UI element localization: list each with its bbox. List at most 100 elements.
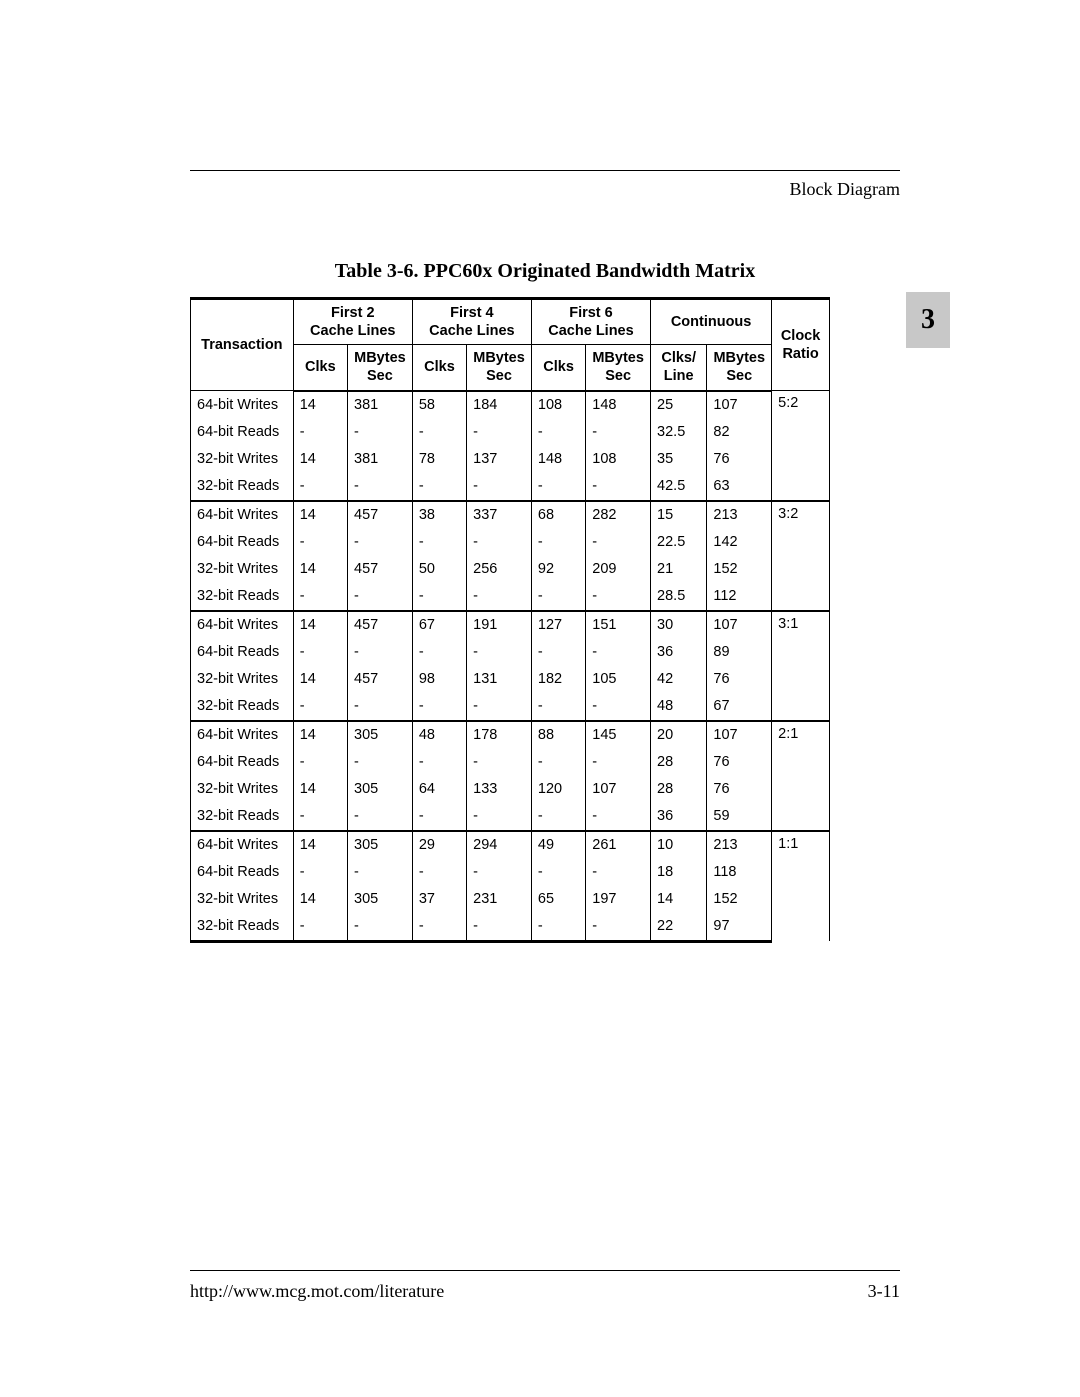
value-cell: 145 <box>586 721 651 749</box>
section-label: Block Diagram <box>190 179 900 200</box>
clock-ratio-cell: 3:2 <box>772 501 830 611</box>
value-cell: - <box>348 859 413 886</box>
transaction-cell: 32-bit Writes <box>191 776 294 803</box>
value-cell: 48 <box>651 693 707 721</box>
bandwidth-matrix-table: Transaction First 2Cache Lines First 4Ca… <box>190 297 830 943</box>
value-cell: 118 <box>707 859 772 886</box>
value-cell: - <box>586 583 651 611</box>
value-cell: - <box>586 693 651 721</box>
col-mbytes-2: MBytesSec <box>348 345 413 391</box>
col-mbytes-cont: MBytesSec <box>707 345 772 391</box>
value-cell: - <box>412 859 466 886</box>
value-cell: 67 <box>412 611 466 639</box>
transaction-cell: 64-bit Reads <box>191 639 294 666</box>
value-cell: 256 <box>467 556 532 583</box>
value-cell: - <box>467 859 532 886</box>
clock-ratio-cell: 5:2 <box>772 391 830 501</box>
value-cell: 107 <box>707 611 772 639</box>
value-cell: 127 <box>531 611 585 639</box>
value-cell: 76 <box>707 666 772 693</box>
value-cell: 133 <box>467 776 532 803</box>
value-cell: - <box>412 473 466 501</box>
value-cell: 98 <box>412 666 466 693</box>
value-cell: 261 <box>586 831 651 859</box>
value-cell: 97 <box>707 913 772 942</box>
value-cell: 108 <box>531 391 585 419</box>
transaction-cell: 64-bit Reads <box>191 859 294 886</box>
value-cell: - <box>531 859 585 886</box>
value-cell: - <box>412 803 466 831</box>
value-cell: - <box>531 529 585 556</box>
value-cell: - <box>348 583 413 611</box>
value-cell: 18 <box>651 859 707 886</box>
value-cell: 305 <box>348 831 413 859</box>
value-cell: 178 <box>467 721 532 749</box>
value-cell: 184 <box>467 391 532 419</box>
value-cell: 305 <box>348 886 413 913</box>
value-cell: - <box>586 803 651 831</box>
value-cell: 137 <box>467 446 532 473</box>
value-cell: 76 <box>707 749 772 776</box>
value-cell: 21 <box>651 556 707 583</box>
value-cell: - <box>467 693 532 721</box>
value-cell: 107 <box>707 391 772 419</box>
value-cell: 20 <box>651 721 707 749</box>
value-cell: 152 <box>707 886 772 913</box>
col-mbytes-4: MBytesSec <box>467 345 532 391</box>
col-clock-ratio: ClockRatio <box>772 299 830 391</box>
value-cell: 38 <box>412 501 466 529</box>
document-page: Block Diagram Table 3-6. PPC60x Originat… <box>0 0 1080 1397</box>
transaction-cell: 32-bit Writes <box>191 446 294 473</box>
value-cell: 14 <box>293 776 347 803</box>
value-cell: 231 <box>467 886 532 913</box>
transaction-cell: 64-bit Writes <box>191 501 294 529</box>
value-cell: - <box>467 473 532 501</box>
value-cell: 28.5 <box>651 583 707 611</box>
page-footer: http://www.mcg.mot.com/literature 3-11 <box>190 1270 900 1302</box>
value-cell: - <box>293 583 347 611</box>
value-cell: 213 <box>707 831 772 859</box>
value-cell: - <box>412 529 466 556</box>
value-cell: 22 <box>651 913 707 942</box>
value-cell: 209 <box>586 556 651 583</box>
value-cell: 294 <box>467 831 532 859</box>
value-cell: - <box>467 749 532 776</box>
value-cell: - <box>467 803 532 831</box>
col-transaction: Transaction <box>191 299 294 391</box>
value-cell: - <box>586 859 651 886</box>
header-rule <box>190 170 900 171</box>
value-cell: - <box>531 473 585 501</box>
value-cell: 197 <box>586 886 651 913</box>
value-cell: - <box>531 749 585 776</box>
value-cell: 49 <box>531 831 585 859</box>
value-cell: 305 <box>348 721 413 749</box>
value-cell: - <box>586 529 651 556</box>
value-cell: 191 <box>467 611 532 639</box>
col-first4: First 4Cache Lines <box>412 299 531 345</box>
value-cell: - <box>586 913 651 942</box>
value-cell: 107 <box>586 776 651 803</box>
value-cell: 65 <box>531 886 585 913</box>
value-cell: 457 <box>348 501 413 529</box>
value-cell: 305 <box>348 776 413 803</box>
value-cell: - <box>412 693 466 721</box>
value-cell: 28 <box>651 749 707 776</box>
value-cell: 108 <box>586 446 651 473</box>
value-cell: 67 <box>707 693 772 721</box>
value-cell: 14 <box>293 611 347 639</box>
value-cell: - <box>348 803 413 831</box>
col-clks-4: Clks <box>412 345 466 391</box>
value-cell: 457 <box>348 556 413 583</box>
clock-ratio-cell: 3:1 <box>772 611 830 721</box>
value-cell: 82 <box>707 419 772 446</box>
value-cell: 14 <box>293 391 347 419</box>
value-cell: - <box>467 639 532 666</box>
value-cell: - <box>531 693 585 721</box>
value-cell: - <box>412 639 466 666</box>
value-cell: 22.5 <box>651 529 707 556</box>
value-cell: 28 <box>651 776 707 803</box>
value-cell: - <box>467 529 532 556</box>
value-cell: - <box>586 639 651 666</box>
value-cell: 58 <box>412 391 466 419</box>
value-cell: 131 <box>467 666 532 693</box>
